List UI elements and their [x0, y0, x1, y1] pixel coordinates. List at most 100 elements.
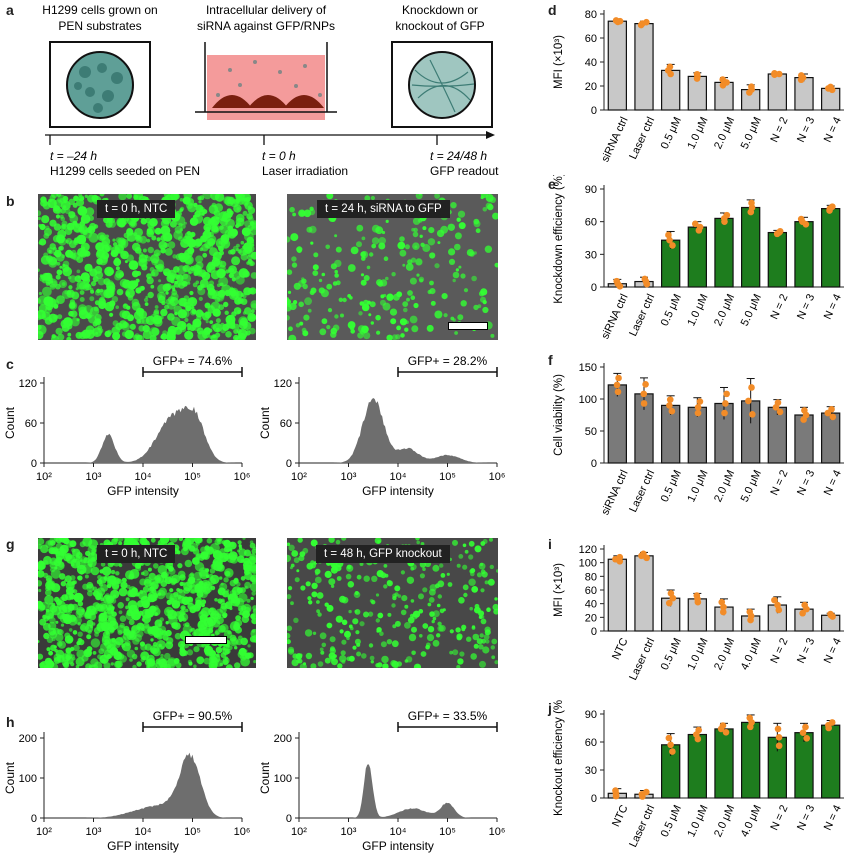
hist-y-tick-label: 60	[25, 418, 37, 430]
bar-y-tick-label: 0	[591, 282, 597, 294]
hist-x-tick-label: 10⁶	[234, 826, 251, 838]
replicate-dot	[718, 598, 726, 606]
hist-x-tick-label: 10³	[341, 471, 357, 483]
histogram-h-left: 0 100 200 10² 10³ 10⁴ 10⁵ 10⁶ Count GFP intensity…	[3, 710, 251, 853]
step3-line1: Knockdown or	[402, 3, 478, 17]
bar-chart-e: 0 30 60 90 Knockdown efficiency (%) siRNA ctr…	[553, 175, 844, 341]
replicate-dot	[719, 722, 727, 729]
time-label-2: t = 0 h	[262, 149, 296, 163]
hist-x-tick-label: 10⁵	[184, 471, 201, 483]
replicate-dot	[666, 402, 673, 409]
hist-y-tick-label: 60	[280, 418, 292, 430]
bar-category-label: siRNA ctrl	[599, 292, 630, 341]
replicate-dot	[641, 275, 649, 283]
bar-category-label: N = 2	[768, 636, 790, 665]
bar-y-tick-label: 40	[585, 599, 597, 611]
bar-y-tick-label: 150	[579, 362, 597, 374]
replicate-dot	[694, 404, 702, 411]
laser-beam-icon	[207, 55, 325, 120]
bar-category-label: Laser ctrl	[627, 636, 657, 682]
bar-y-tick-label: 0	[591, 458, 597, 470]
panel-letter-b: b	[6, 193, 15, 209]
replicate-dot	[612, 787, 619, 794]
bar-y-tick-label: 120	[579, 544, 597, 556]
replicate-dot	[691, 220, 699, 228]
panel-letter-e: e	[548, 176, 556, 192]
hist-x-tick-label: 10²	[291, 471, 307, 483]
bar-category-label: NTC	[610, 803, 630, 829]
hist-y-label: Count	[3, 761, 17, 794]
bar-mark	[714, 728, 734, 799]
replicate-dot	[775, 734, 783, 741]
bar-category-label: 2.0 μM	[712, 292, 737, 328]
cell-domes-icon	[212, 95, 324, 108]
bar-mark	[794, 732, 814, 799]
replicate-dot	[828, 405, 835, 413]
replicate-dot	[803, 734, 811, 742]
bar-category-label: N = 4	[822, 468, 844, 497]
bar-mark	[634, 23, 654, 111]
bar-category-label: 0.5 μM	[659, 292, 684, 328]
bar-y-tick-label: 30	[585, 249, 597, 261]
replicate-dot	[746, 714, 754, 722]
replicate-dot	[748, 83, 755, 91]
bar-y-tick-label: 90	[585, 184, 597, 196]
bar-category-label: Laser ctrl	[627, 115, 657, 161]
bar-category-label: siRNA ctrl	[599, 115, 630, 164]
panel-letter-c: c	[6, 356, 14, 372]
replicate-dot	[722, 400, 729, 407]
cells-pattern-icon	[74, 63, 123, 113]
hist-distribution	[328, 398, 491, 463]
hist-x-tick-label: 10⁴	[390, 826, 407, 838]
bar-y-tick-label: 40	[585, 57, 597, 69]
replicate-dot	[721, 409, 728, 417]
replicate-dot	[797, 215, 805, 223]
micrograph-background	[287, 194, 498, 340]
replicate-dot	[612, 17, 620, 24]
replicate-dot	[643, 18, 650, 26]
bar-mark	[794, 221, 814, 288]
bar-category-label: N = 4	[822, 636, 844, 665]
step2-line1: Intracellular delivery of	[206, 3, 327, 17]
bar-category-label: 0.5 μM	[659, 636, 684, 672]
bar-y-tick-label: 60	[585, 217, 597, 229]
replicate-dot	[776, 408, 784, 416]
bar-category-label: 4.0 μM	[739, 636, 764, 672]
replicate-dot	[696, 398, 704, 405]
bar-category-label: 1.0 μM	[685, 292, 710, 328]
micrograph-label-b-left: t = 0 h, NTC	[97, 200, 176, 218]
cell-field-icon	[38, 538, 256, 668]
replicate-dot	[614, 388, 622, 396]
hist-x-label: GFP intensity	[107, 839, 179, 853]
bar-y-label: Cell viability (%)	[553, 374, 565, 456]
hist-distribution	[328, 764, 491, 818]
replicate-dot	[771, 596, 778, 604]
bar-y-tick-label: 80	[585, 9, 597, 21]
bar-category-label: N = 3	[795, 292, 817, 321]
hist-y-label: Count	[258, 406, 272, 439]
micrograph-label-g-right: t = 48 h, GFP knockout	[316, 545, 450, 563]
bar-y-tick-label: 0	[591, 105, 597, 117]
bar-category-label: N = 2	[768, 292, 790, 321]
replicate-dot	[748, 199, 755, 207]
hist-x-tick-label: 10³	[341, 826, 357, 838]
step1-line1: H1299 cells grown on	[42, 3, 157, 17]
hist-x-tick-label: 10³	[86, 471, 102, 483]
bar-mark	[714, 217, 734, 288]
bar-mark	[821, 207, 841, 288]
bar-category-label: 1.0 μM	[685, 468, 710, 504]
replicate-dot	[776, 227, 784, 235]
micrograph-label-b-right: t = 24 h, siRNA to GFP	[317, 200, 450, 218]
step3-line2: knockout of GFP	[395, 19, 484, 33]
bar-y-tick-label: 20	[585, 81, 597, 93]
replicate-dot	[719, 76, 726, 83]
hist-x-tick-label: 10²	[291, 826, 307, 838]
bar-category-label: 2.0 μM	[712, 636, 737, 672]
replicate-dot	[827, 83, 834, 91]
replicate-dot	[640, 400, 648, 407]
hist-y-tick-label: 120	[19, 378, 37, 390]
histogram-c-left: 0 60 120 10² 10³ 10⁴ 10⁵ 10⁶ Count GFP intensity G…	[3, 355, 250, 498]
